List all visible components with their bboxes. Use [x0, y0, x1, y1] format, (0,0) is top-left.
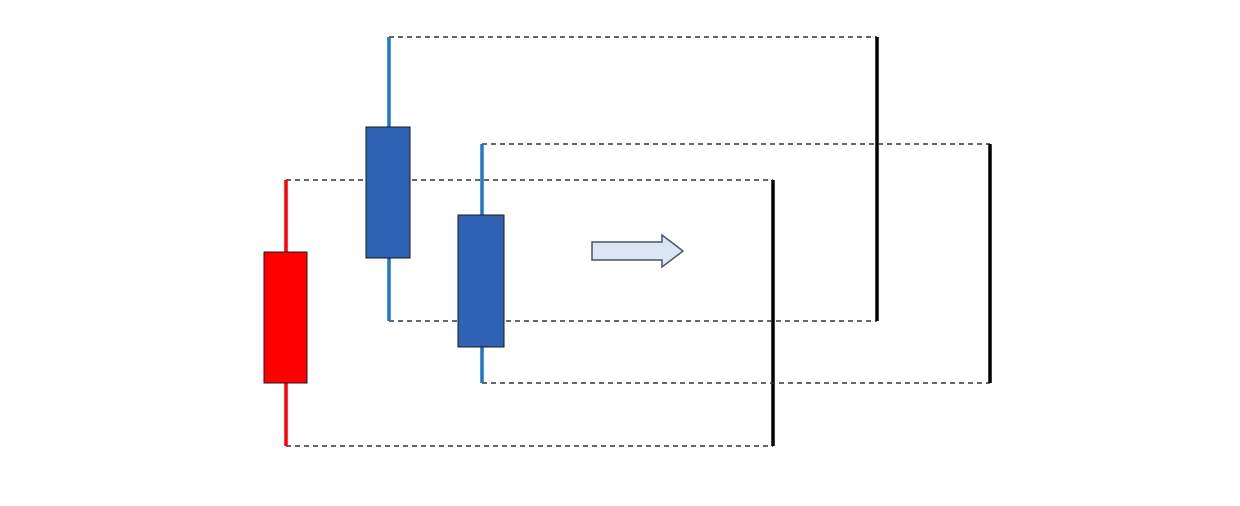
second-blue-candle-range: [482, 143, 992, 384]
red-candle: [263, 180, 308, 446]
red-candle-body: [263, 251, 308, 384]
right-arrow-icon: [591, 233, 685, 269]
first-blue-candle: [365, 37, 411, 321]
first-blue-candle-body: [365, 126, 411, 259]
second-blue-candle: [457, 144, 505, 383]
red-candle-range: [286, 179, 775, 447]
second-blue-candle-body: [457, 214, 505, 348]
